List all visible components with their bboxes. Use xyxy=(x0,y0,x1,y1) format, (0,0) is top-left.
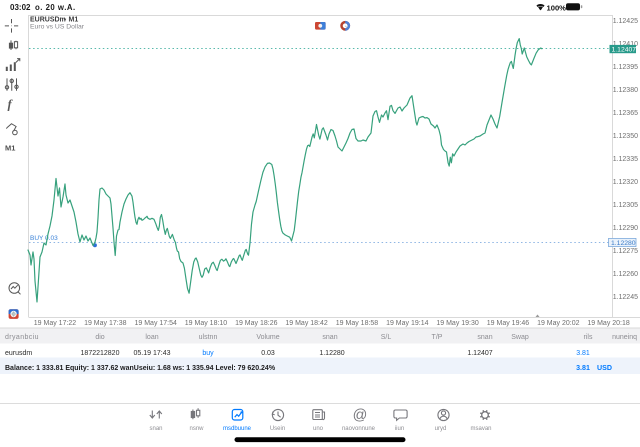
svg-text:snan: snan xyxy=(477,334,492,341)
svg-text:snan: snan xyxy=(322,334,337,341)
svg-text:Volume: Volume xyxy=(256,334,279,341)
svg-text:1.12275: 1.12275 xyxy=(613,248,638,255)
svg-text:snan: snan xyxy=(149,426,162,432)
svg-text:3.81: 3.81 xyxy=(576,350,590,357)
svg-text:o. 20 w.A.: o. 20 w.A. xyxy=(35,3,76,12)
svg-text:@: @ xyxy=(353,408,368,424)
svg-text:naovonnune: naovonnune xyxy=(342,426,376,432)
svg-text:3.81: 3.81 xyxy=(576,364,590,372)
svg-text:19 May 20:02: 19 May 20:02 xyxy=(537,320,580,327)
svg-text:19 May 19:46: 19 May 19:46 xyxy=(487,320,530,327)
svg-text:1.12425: 1.12425 xyxy=(613,18,638,25)
svg-text:1.12305: 1.12305 xyxy=(613,202,638,209)
svg-text:1.12290: 1.12290 xyxy=(613,225,638,232)
svg-text:iiun: iiun xyxy=(395,426,404,432)
svg-text:19 May 17:38: 19 May 17:38 xyxy=(84,320,127,327)
svg-text:M1: M1 xyxy=(5,144,15,153)
svg-text:1.12280: 1.12280 xyxy=(319,350,344,357)
svg-text:1.12365: 1.12365 xyxy=(613,110,638,117)
svg-text:0.03: 0.03 xyxy=(261,350,275,357)
svg-text:uryd: uryd xyxy=(435,426,447,432)
svg-text:19 May 17:22: 19 May 17:22 xyxy=(34,320,77,327)
svg-text:BUY 0.03: BUY 0.03 xyxy=(30,235,58,242)
svg-text:03:02: 03:02 xyxy=(10,3,31,12)
svg-text:1.12395: 1.12395 xyxy=(613,64,638,71)
svg-text:1.12245: 1.12245 xyxy=(613,294,638,301)
svg-text:1.12410: 1.12410 xyxy=(613,41,638,48)
svg-text:f: f xyxy=(8,97,14,111)
svg-text:Euro vs US Dollar: Euro vs US Dollar xyxy=(30,24,85,31)
svg-text:19 May 19:14: 19 May 19:14 xyxy=(386,320,429,327)
svg-text:buy: buy xyxy=(202,350,214,357)
svg-text:Usein: Usein xyxy=(270,426,285,432)
svg-text:1.12260: 1.12260 xyxy=(613,271,638,278)
svg-text:1.12320: 1.12320 xyxy=(613,179,638,186)
svg-text:S/L: S/L xyxy=(381,334,392,341)
svg-text:Swap: Swap xyxy=(511,334,529,341)
svg-text:nuneinq: nuneinq xyxy=(612,334,637,341)
svg-text:19 May 18:26: 19 May 18:26 xyxy=(235,320,278,327)
svg-text:19 May 19:30: 19 May 19:30 xyxy=(436,320,479,327)
svg-text:msavan: msavan xyxy=(470,426,491,432)
svg-text:loan: loan xyxy=(145,334,158,341)
svg-text:19 May 20:18: 19 May 20:18 xyxy=(587,320,630,327)
svg-text:ulstnn: ulstnn xyxy=(199,334,218,341)
svg-text:100%: 100% xyxy=(547,3,567,12)
svg-text:1.12407: 1.12407 xyxy=(467,350,492,357)
svg-text:1.12280: 1.12280 xyxy=(611,240,636,247)
svg-text:1.12350: 1.12350 xyxy=(613,133,638,140)
svg-text:1872212820: 1872212820 xyxy=(81,350,120,357)
svg-text:1.12407: 1.12407 xyxy=(612,47,637,54)
svg-text:uno: uno xyxy=(313,426,324,432)
svg-text:Balance: 1 333.81 Equity: 1 33: Balance: 1 333.81 Equity: 1 337.62 wanUs… xyxy=(5,365,276,372)
svg-text:eurusdm: eurusdm xyxy=(5,350,32,357)
svg-text:05.19 17:43: 05.19 17:43 xyxy=(134,350,171,357)
svg-text:USD: USD xyxy=(597,364,612,372)
svg-text:dio: dio xyxy=(95,334,104,341)
svg-text:rils: rils xyxy=(584,334,593,341)
svg-text:19 May 18:58: 19 May 18:58 xyxy=(336,320,379,327)
svg-text:19 May 18:42: 19 May 18:42 xyxy=(285,320,328,327)
svg-text:M1: M1 xyxy=(69,17,79,24)
svg-text:1.12335: 1.12335 xyxy=(613,156,638,163)
svg-text:nsnw: nsnw xyxy=(189,426,204,432)
svg-text:dryanbciu: dryanbciu xyxy=(5,334,39,341)
svg-text:19 May 17:54: 19 May 17:54 xyxy=(134,320,177,327)
svg-text:EURUSDm: EURUSDm xyxy=(30,17,66,24)
svg-text:19 May 18:10: 19 May 18:10 xyxy=(185,320,228,327)
svg-text:msdbuune: msdbuune xyxy=(223,426,252,432)
svg-text:1.12380: 1.12380 xyxy=(613,87,638,94)
svg-text:T/P: T/P xyxy=(432,334,443,341)
